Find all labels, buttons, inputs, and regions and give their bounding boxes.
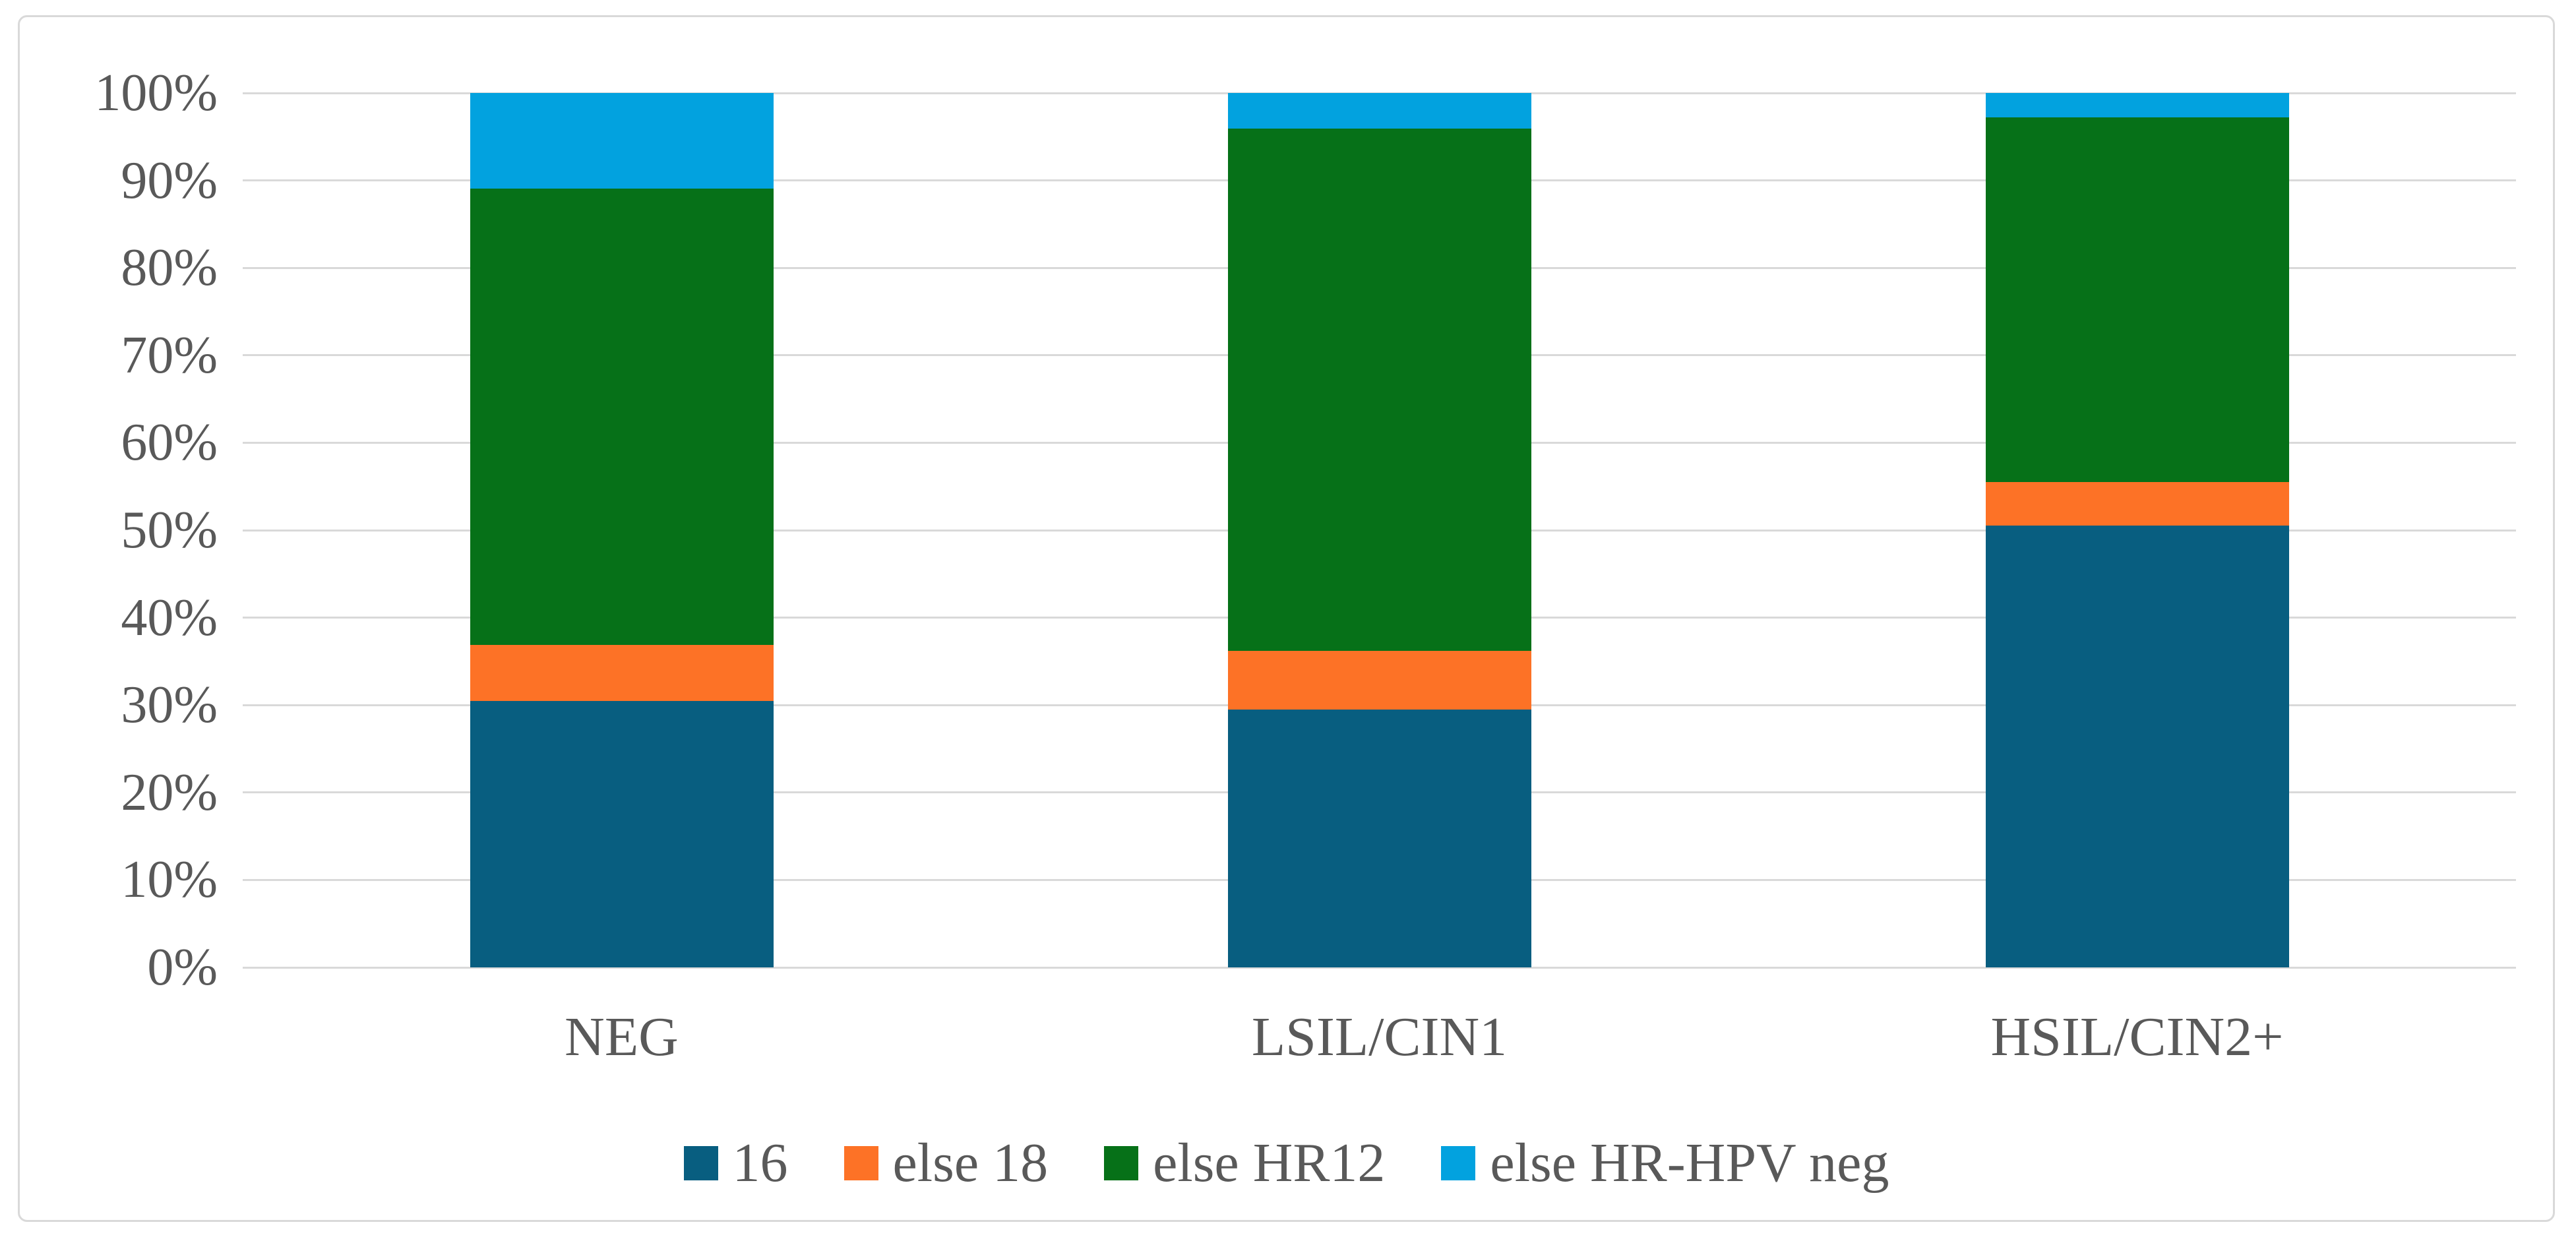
y-tick-label: 30% bbox=[121, 676, 218, 735]
bar-segment-else HR12 bbox=[470, 188, 774, 645]
y-tick-label: 90% bbox=[121, 151, 218, 210]
legend-label: 16 bbox=[732, 1132, 788, 1194]
bar-segment-16 bbox=[1985, 526, 2289, 967]
y-tick-label: 100% bbox=[94, 64, 218, 122]
y-tick-label: 40% bbox=[121, 588, 218, 647]
bar-segment-else HR-HPV neg bbox=[470, 93, 774, 189]
y-tick-label: 0% bbox=[147, 938, 218, 996]
legend-swatch-icon bbox=[1441, 1146, 1476, 1180]
y-tick-label: 20% bbox=[121, 763, 218, 822]
chart-frame: 0% 10% 20% 30% 40% 50% 60% 70% 80% 90% 100% NEG LSI… bbox=[18, 15, 2555, 1222]
legend-item-else 18: else 18 bbox=[843, 1130, 1049, 1196]
legend-item-else HR-HPV neg: else HR-HPV neg bbox=[1441, 1130, 1889, 1196]
legend-swatch-icon bbox=[843, 1146, 878, 1180]
legend-swatch-icon bbox=[683, 1146, 718, 1180]
legend-swatch-icon bbox=[1104, 1146, 1139, 1180]
bar-segment-else 18 bbox=[1985, 482, 2289, 526]
bar-segment-else 18 bbox=[1227, 651, 1531, 710]
bar-LSIL/CIN1 bbox=[1227, 93, 1531, 967]
legend-item-16: 16 bbox=[683, 1130, 788, 1196]
bar-segment-16 bbox=[470, 700, 774, 967]
bar-segment-else HR-HPV neg bbox=[1227, 93, 1531, 129]
x-axis: NEG LSIL/CIN1 HSIL/CIN2+ bbox=[243, 1001, 2516, 1080]
plot-area bbox=[243, 92, 2516, 969]
y-axis: 0% 10% 20% 30% 40% 50% 60% 70% 80% 90% 100% bbox=[20, 17, 218, 1220]
x-tick-label-LSIL/CIN1: LSIL/CIN1 bbox=[1251, 1006, 1508, 1068]
y-tick-label: 70% bbox=[121, 326, 218, 384]
legend-label: else HR-HPV neg bbox=[1490, 1132, 1889, 1194]
x-tick-label-HSIL/CIN2+: HSIL/CIN2+ bbox=[1990, 1006, 2284, 1068]
bar-NEG bbox=[470, 93, 774, 967]
y-tick-label: 50% bbox=[121, 501, 218, 559]
bar-segment-16 bbox=[1227, 709, 1531, 967]
bar-segment-else 18 bbox=[470, 644, 774, 701]
legend: 16 else 18 else HR12 else HR-HPV neg bbox=[20, 1130, 2553, 1196]
bar-segment-else HR12 bbox=[1985, 117, 2289, 483]
legend-label: else 18 bbox=[892, 1132, 1049, 1194]
bar-HSIL/CIN2+ bbox=[1985, 93, 2289, 967]
legend-item-else HR12: else HR12 bbox=[1104, 1130, 1385, 1196]
y-tick-label: 10% bbox=[121, 851, 218, 909]
bar-segment-else HR12 bbox=[1227, 129, 1531, 652]
gridline-0% bbox=[243, 966, 2516, 969]
y-tick-label: 80% bbox=[121, 239, 218, 297]
y-tick-label: 60% bbox=[121, 413, 218, 472]
gridline-100% bbox=[243, 92, 2516, 94]
bar-segment-else HR-HPV neg bbox=[1985, 93, 2289, 118]
x-tick-label-NEG: NEG bbox=[565, 1006, 679, 1068]
legend-label: else HR12 bbox=[1153, 1132, 1386, 1194]
